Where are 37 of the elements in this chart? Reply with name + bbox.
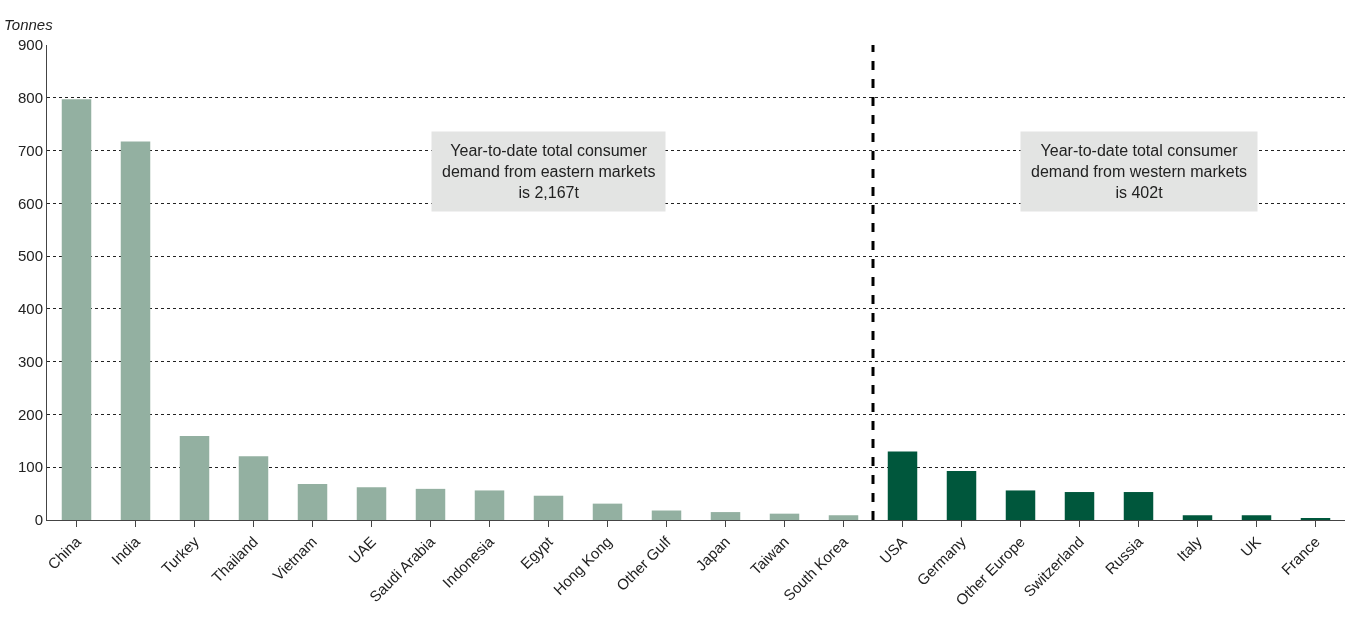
bar	[1123, 492, 1154, 520]
bar	[1005, 490, 1036, 520]
annotation: Year-to-date total consumer demand from eastern markets is 2,167t	[442, 142, 656, 201]
bar	[710, 512, 741, 520]
y-tick-label: 700	[17, 141, 43, 159]
bar	[887, 451, 918, 520]
y-tick-label: 200	[17, 405, 43, 423]
annotation: Year-to-date total consumer demand from western markets is 402t	[1031, 142, 1248, 201]
y-tick-label: 100	[17, 458, 43, 476]
bar	[179, 436, 210, 520]
x-tick-label: UK	[1237, 532, 1264, 560]
y-tick-label: 900	[17, 36, 43, 54]
bar	[238, 456, 269, 520]
bar	[769, 513, 800, 520]
bar	[61, 99, 92, 520]
y-tick-label: 500	[17, 247, 43, 265]
bar	[120, 141, 151, 520]
bar	[828, 515, 859, 520]
x-tick-label: USA	[876, 532, 910, 567]
bar	[946, 470, 977, 520]
bar	[474, 490, 505, 520]
bar	[356, 487, 387, 520]
y-tick-label: 400	[17, 300, 43, 318]
x-tick-label: Italy	[1173, 532, 1206, 565]
y-tick-label: 0	[34, 511, 43, 529]
bar	[592, 503, 623, 520]
y-tick-label: 600	[17, 194, 43, 212]
y-tick-label: 800	[17, 89, 43, 107]
bar	[1182, 515, 1213, 520]
bar	[415, 488, 446, 520]
bar	[1241, 515, 1272, 520]
y-axis-title: Tonnes	[4, 16, 54, 33]
y-tick-label: 300	[17, 352, 43, 370]
bar	[297, 484, 328, 520]
bar	[533, 495, 564, 520]
bar	[1064, 492, 1095, 520]
bar	[651, 510, 682, 520]
